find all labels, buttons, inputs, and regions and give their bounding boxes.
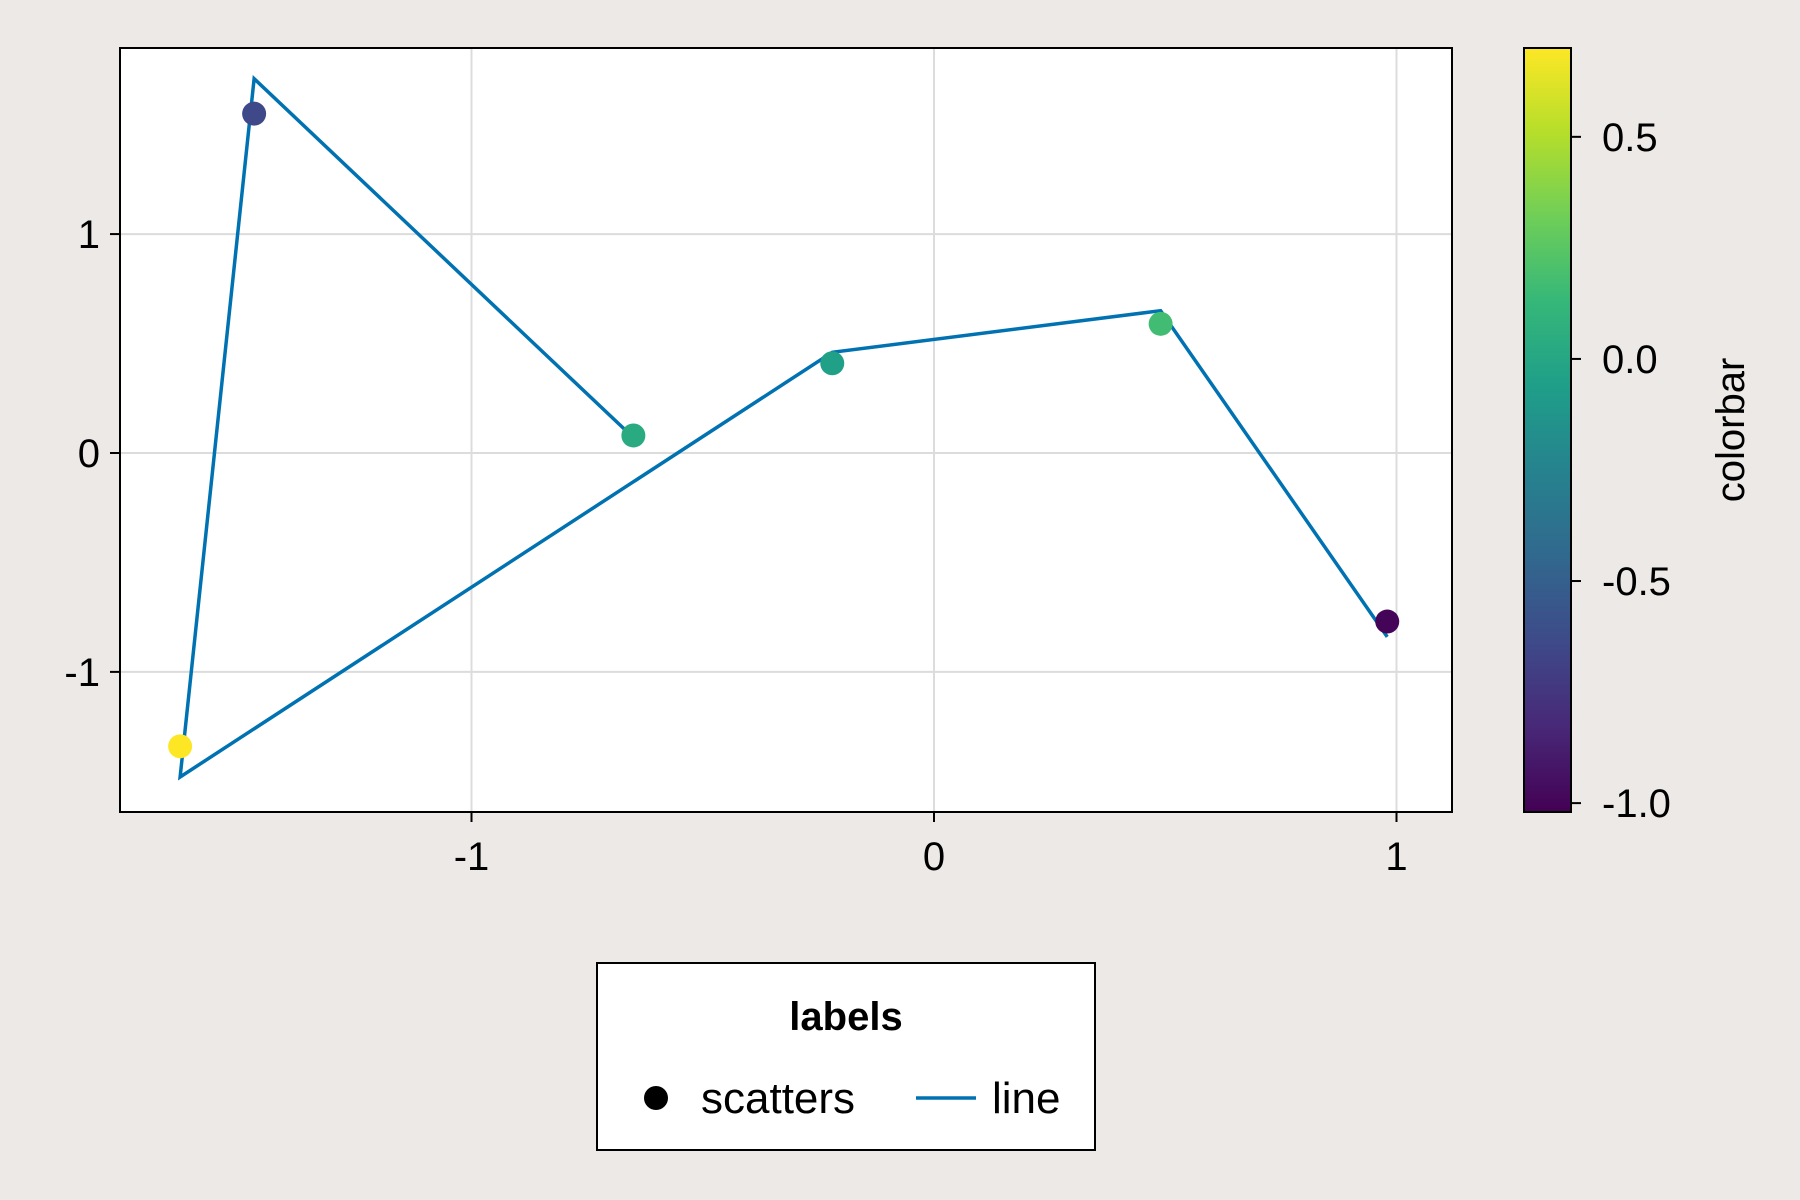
- colorbar-label: colorbar: [1709, 358, 1753, 503]
- legend-scatter-marker: [644, 1086, 668, 1110]
- plot-frame: [119, 47, 1453, 813]
- scatter-point: [621, 423, 646, 448]
- legend-item-scatters: scatters: [701, 1074, 855, 1123]
- scatter-point: [168, 734, 193, 759]
- x-tick-label: 0: [923, 835, 945, 879]
- colorbar: -1.0 -0.5 0.0 0.5 colorbar: [1523, 47, 1753, 826]
- legend-title: labels: [789, 995, 902, 1039]
- plot-area: [120, 48, 1452, 812]
- colorbar-gradient: [1523, 47, 1572, 813]
- line-series: [177, 74, 1389, 781]
- y-tick-label: 1: [78, 213, 100, 257]
- x-tick-label: -1: [454, 835, 490, 879]
- colorbar-ticks: -1.0 -0.5 0.0 0.5: [1571, 116, 1671, 826]
- colorbar-tick-label: 0.0: [1602, 338, 1658, 382]
- scatter-point: [1375, 609, 1400, 634]
- legend-item-line: line: [992, 1074, 1061, 1123]
- scatter-point: [820, 351, 845, 376]
- scatter-point: [242, 101, 267, 126]
- colorbar-tick-label: 0.5: [1602, 116, 1658, 160]
- colorbar-tick-label: -0.5: [1602, 560, 1671, 604]
- series-layer: [168, 74, 1400, 781]
- axis-ticks: -1 0 1 -1 0 1: [64, 213, 1407, 879]
- x-tick-label: 1: [1385, 835, 1407, 879]
- y-tick-label: -1: [64, 651, 100, 695]
- legend-box: [596, 962, 1096, 1151]
- scatter-point: [1148, 311, 1173, 336]
- legend[interactable]: labels scatters line: [596, 962, 1096, 1151]
- y-tick-label: 0: [78, 432, 100, 476]
- colorbar-tick-label: -1.0: [1602, 782, 1671, 826]
